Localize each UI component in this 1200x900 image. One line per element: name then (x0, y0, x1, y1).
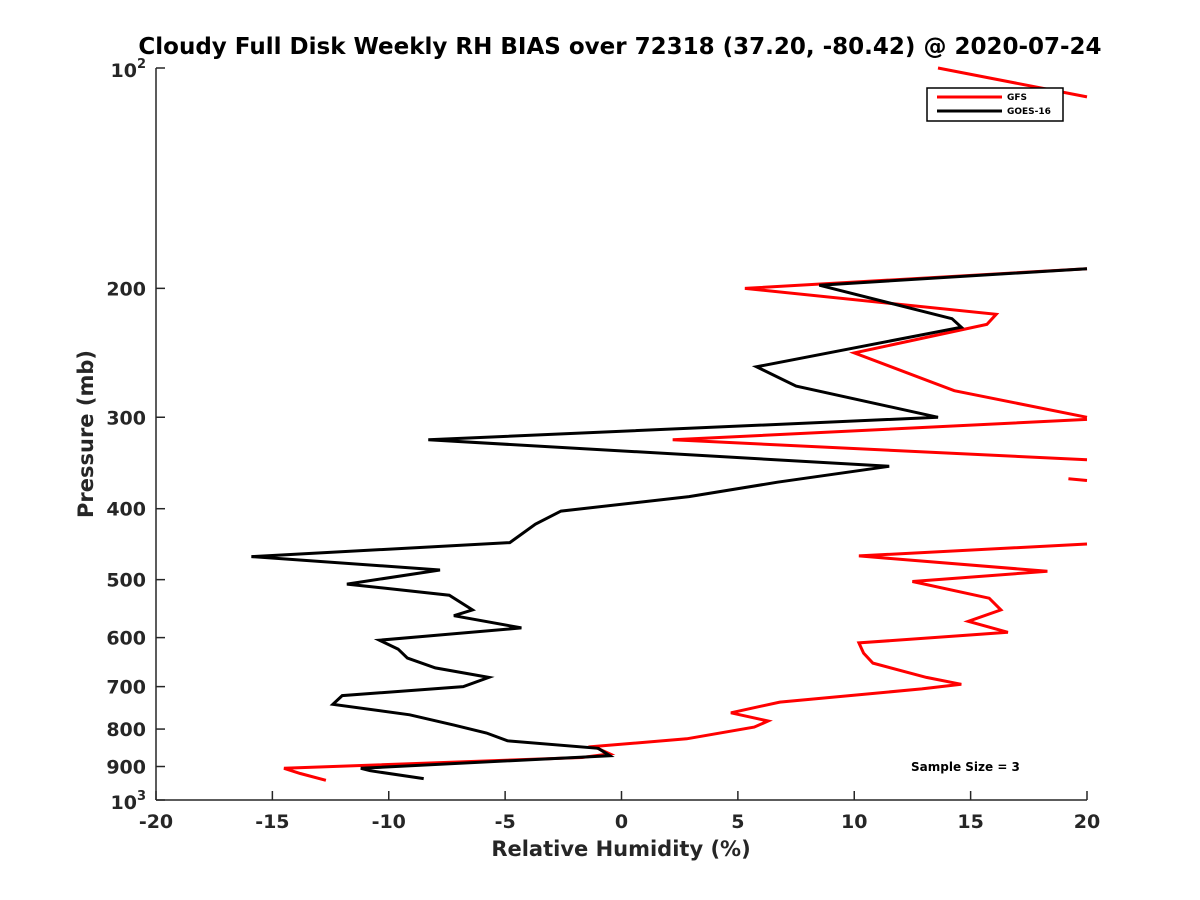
x-tick-label: 0 (615, 811, 628, 833)
legend-box (926, 87, 1064, 122)
y-tick-label-top: 102 (111, 57, 147, 82)
series-line-goes-16 (251, 267, 1088, 781)
legend: GFS GOES-16 (926, 87, 1064, 122)
y-top-base: 10 (111, 60, 137, 82)
x-tick-label: -5 (495, 811, 516, 833)
y-tick-label: 500 (106, 570, 146, 592)
series-line-gfs (1068, 477, 1088, 482)
y-ticks: 200 300 400 500 600 700 800 900 (106, 67, 165, 801)
plot-area (156, 68, 1087, 800)
y-bottom-base: 10 (111, 792, 137, 814)
legend-label-goes16: GOES-16 (1007, 107, 1051, 117)
x-tick-label: 10 (841, 811, 867, 833)
y-tick-label-bottom: 103 (111, 789, 147, 814)
x-tick-label: -20 (139, 811, 173, 833)
y-bottom-exp: 3 (137, 789, 146, 804)
y-tick-label: 200 (106, 278, 146, 300)
y-tick-label: 700 (106, 677, 146, 699)
x-ticks: -20 -15 -10 -5 0 5 10 15 20 (139, 791, 1100, 833)
y-top-exp: 2 (137, 57, 146, 72)
y-axis-label: Pressure (mb) (74, 350, 98, 518)
x-axis-label: Relative Humidity (%) (491, 837, 750, 861)
sample-size-annotation: Sample Size = 3 (911, 760, 1020, 774)
chart-title: Cloudy Full Disk Weekly RH BIAS over 723… (138, 34, 1101, 60)
x-tick-label: 5 (731, 811, 744, 833)
y-tick-label: 600 (106, 628, 146, 650)
y-tick-label: 300 (106, 407, 146, 429)
series-layer (251, 66, 1088, 782)
y-tick-label: 800 (106, 719, 146, 741)
x-tick-label: 20 (1074, 811, 1100, 833)
series-line-gfs (744, 267, 1088, 419)
y-tick-label: 900 (106, 757, 146, 779)
x-tick-label: -10 (372, 811, 406, 833)
series-line-gfs (672, 417, 1088, 462)
y-tick-label: 400 (106, 499, 146, 521)
x-tick-label: 15 (957, 811, 983, 833)
series-line-gfs (283, 542, 1088, 782)
legend-label-gfs: GFS (1007, 93, 1027, 103)
x-tick-label: -15 (255, 811, 289, 833)
